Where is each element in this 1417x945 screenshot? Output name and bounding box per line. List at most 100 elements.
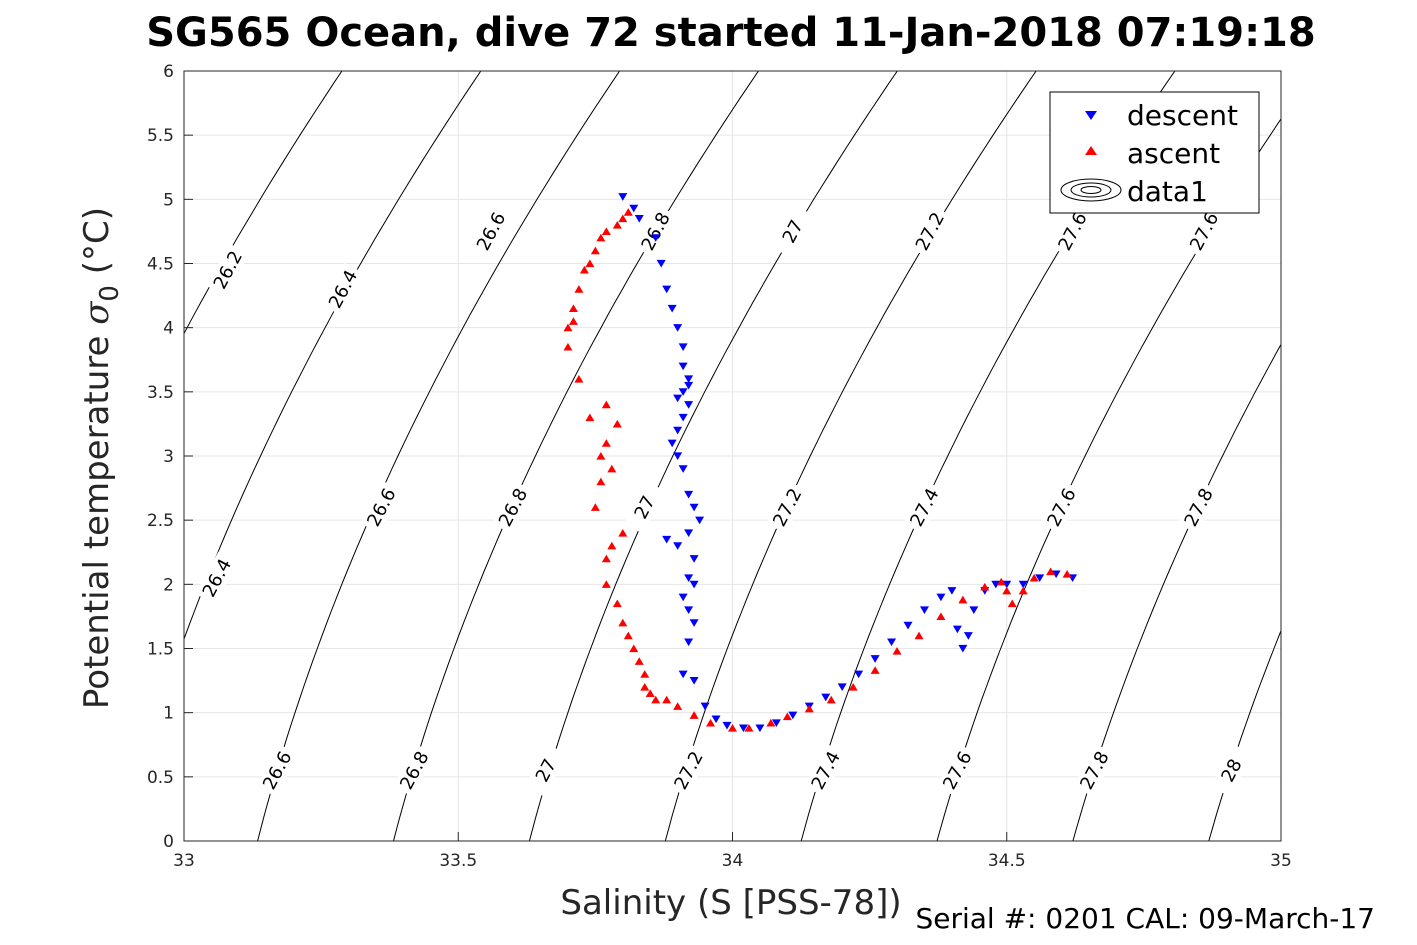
descent-point (771, 719, 781, 727)
ascent-point (574, 374, 584, 383)
series-ascent (563, 208, 1072, 732)
descent-point (656, 259, 666, 268)
ascent-point (612, 599, 622, 608)
ascent-point (996, 577, 1006, 586)
y-axis-label-unit: (°C) (77, 207, 117, 285)
contour-label-bg (766, 480, 809, 534)
descent-point (963, 632, 973, 640)
ascent-point (568, 317, 578, 325)
contour-label-bg (804, 744, 847, 797)
contour-label-bg (623, 480, 666, 534)
ascent-point (623, 631, 633, 640)
ascent-point (590, 503, 600, 511)
ascent-point (826, 695, 836, 704)
descent-point (919, 606, 929, 615)
ascent-point (870, 666, 880, 674)
ascent-point (601, 227, 611, 236)
contour-label-bg (908, 205, 951, 258)
ascent-point (601, 554, 611, 563)
legend: descent ascent data1 (1049, 91, 1260, 214)
descent-point (678, 593, 688, 602)
descent-point (678, 388, 688, 396)
legend-descent-marker (1085, 111, 1097, 120)
x-tick-label: 33.5 (439, 851, 477, 871)
ascent-point (612, 220, 622, 229)
ascent-point (629, 644, 639, 653)
descent-point (684, 375, 694, 384)
descent-point (755, 724, 765, 733)
descent-point (969, 606, 979, 615)
y-axis-label: Potential temperature σ0 (°C) (77, 207, 125, 709)
ascent-point (651, 695, 661, 704)
descent-point (700, 702, 710, 711)
y-tick-label: 6 (163, 62, 174, 82)
descent-point (821, 693, 831, 702)
descent-point (684, 574, 694, 582)
contour-label-bg (1210, 744, 1253, 797)
ascent-point (662, 695, 672, 704)
contour-label-bg (1040, 480, 1083, 534)
descent-point (952, 625, 962, 634)
descent-point (673, 426, 683, 435)
ascent-point (958, 595, 968, 604)
descent-point (689, 619, 699, 627)
y-tick-label: 0 (163, 832, 174, 852)
descent-point (689, 580, 699, 589)
ascent-point (782, 712, 792, 721)
legend-descent-label: descent (1127, 99, 1238, 132)
x-tick-label: 34.5 (988, 851, 1026, 871)
descent-point (991, 580, 1001, 589)
y-tick-label: 2 (163, 575, 174, 595)
descent-point (1035, 574, 1045, 582)
ascent-point (640, 682, 650, 691)
descent-point (695, 516, 705, 525)
descent-point (722, 721, 732, 730)
contour-label-bg (1073, 744, 1116, 797)
descent-point (689, 503, 699, 512)
density-contour-26.2 (184, 71, 343, 335)
x-tick-label: 33 (173, 851, 195, 871)
ascent-point (744, 724, 754, 732)
ascent-point (673, 702, 683, 710)
grid-lines (183, 70, 1282, 842)
descent-point (618, 193, 628, 201)
descent-point (689, 676, 699, 685)
ascent-point (640, 670, 650, 678)
descent-point (678, 413, 688, 422)
ascent-point (596, 233, 606, 242)
descent-point (673, 394, 683, 403)
ascent-point (574, 285, 584, 293)
descent-point (673, 542, 683, 550)
contour-label-bg (1183, 205, 1226, 258)
contour-label-bg (903, 480, 946, 534)
descent-point (673, 324, 683, 332)
y-axis-label-main: Potential temperature (77, 325, 117, 709)
chart-title: SG565 Ocean, dive 72 started 11-Jan-2018… (146, 10, 1315, 56)
ascent-point (579, 265, 589, 274)
contour-label-bg (936, 744, 979, 797)
legend-data1-label: data1 (1127, 175, 1208, 208)
density-contour-27.8 (1072, 343, 1281, 841)
ascent-point (590, 246, 600, 255)
ascent-point (563, 323, 573, 332)
descent-point (1002, 580, 1012, 589)
descent-point (667, 439, 677, 448)
y-tick-label: 1.5 (147, 640, 174, 660)
descent-point (903, 621, 913, 630)
descent-point (958, 644, 968, 653)
y-tick-label: 0.5 (147, 768, 174, 788)
y-tick-label: 3.5 (147, 383, 174, 403)
descent-point (678, 362, 688, 371)
y-tick-label: 3 (163, 447, 174, 467)
contour-label-bg (1051, 205, 1094, 258)
x-axis-label: Salinity (S [PSS-78]) (560, 883, 901, 923)
descent-point (1051, 570, 1061, 579)
contour-label-bg (634, 205, 677, 258)
ascent-point (1002, 586, 1012, 595)
descent-point (684, 381, 694, 390)
y-axis-label-symbol: σ (77, 301, 117, 325)
ascent-point (568, 304, 578, 313)
descent-point (738, 724, 748, 733)
descent-point (936, 593, 946, 602)
contour-label-bg (667, 744, 710, 797)
